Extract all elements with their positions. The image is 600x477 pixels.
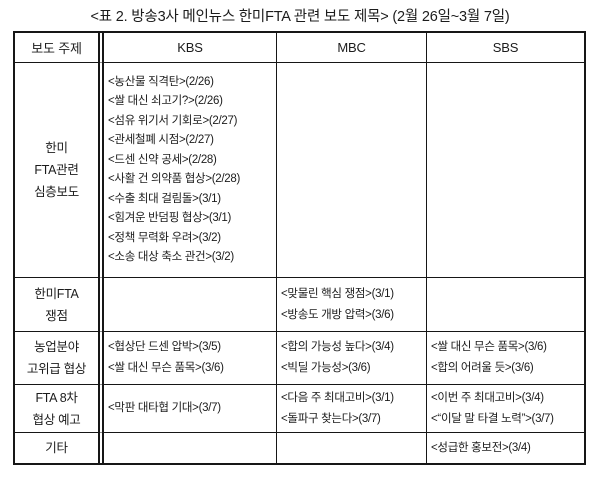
news-item: <빅딜 가능성>(3/6) (281, 362, 371, 374)
cell-mbc-etc-empty (277, 433, 427, 463)
news-item: <합의 어려울 듯>(3/6) (431, 362, 534, 374)
news-item: <다음 주 최대고비>(3/1) (281, 391, 394, 404)
cell-sbs-indepth-empty (427, 63, 584, 278)
row-label-etc: 기타 (15, 433, 104, 463)
col-header-sbs-label: SBS (492, 40, 519, 55)
news-item: <드센 신약 공세>(2/28) (108, 153, 217, 166)
row-label-line: 농업분야 (34, 340, 79, 354)
row-label-issues: 한미FTA 쟁점 (15, 278, 104, 332)
cell-sbs-8th-round: <이번 주 최대고비>(3/4) <“이달 말 타결 노력”>(3/7) (427, 385, 584, 433)
page-title: <표 2. 방송3사 메인뉴스 한미FTA 관련 보도 제목> (2월 26일~… (90, 9, 510, 25)
cell-sbs-issues-empty (427, 278, 584, 332)
cell-mbc-issues: <맞물린 핵심 쟁점>(3/1) <방송도 개방 압력>(3/6) (277, 278, 427, 332)
news-item: <이번 주 최대고비>(3/4) (431, 391, 544, 404)
news-item: <쌀 대신 무슨 품목>(3/6) (431, 341, 547, 353)
row-label-line: 협상 예고 (32, 412, 81, 427)
news-item: <힘겨운 반덤핑 협상>(3/1) (108, 212, 232, 224)
news-item: <합의 가능성 높다>(3/4) (281, 341, 394, 353)
cell-mbc-8th-round: <다음 주 최대고비>(3/1) <돌파구 찾는다>(3/7) (277, 385, 427, 433)
news-item: <농산물 직격탄>(2/26) (108, 75, 214, 88)
cell-kbs-issues-empty (104, 278, 277, 332)
cell-mbc-agriculture: <합의 가능성 높다>(3/4) <빅딜 가능성>(3/6) (277, 332, 427, 385)
row-label-8th-round: FTA 8차 협상 예고 (15, 385, 104, 433)
col-header-topic-label: 보도 주제 (31, 41, 82, 56)
news-item: <협상단 드센 압박>(3/5) (108, 341, 221, 353)
col-header-sbs: SBS (427, 33, 584, 63)
row-label-line: 한미 (45, 141, 68, 155)
cell-kbs-agriculture: <협상단 드센 압박>(3/5) <쌀 대신 무슨 품목>(3/6) (104, 332, 277, 385)
news-item: <사활 건 의약품 협상>(2/28) (108, 173, 240, 185)
row-label-line: 쟁점 (45, 308, 68, 323)
news-item: <소송 대상 축소 관건>(3/2) (108, 251, 234, 263)
news-item: <성급한 홍보전>(3/4) (431, 441, 531, 454)
col-header-kbs-label: KBS (177, 40, 203, 55)
news-item: <관세철폐 시점>(2/27) (108, 134, 214, 146)
row-label-line: 고위급 협상 (26, 362, 87, 376)
row-label-indepth: 한미 FTA관련 심층보도 (15, 63, 104, 278)
cell-sbs-agriculture: <쌀 대신 무슨 품목>(3/6) <합의 어려울 듯>(3/6) (427, 332, 584, 385)
report-table: 보도 주제 KBS MBC SBS 한미 FTA관련 심층보도 <농산물 직격탄… (13, 31, 586, 465)
news-item: <정책 무력화 우려>(3/2) (108, 231, 221, 244)
row-label-line: 기타 (45, 441, 68, 455)
news-item: <막판 대타협 기대>(3/7) (108, 402, 221, 414)
row-label-line: FTA관련 (34, 163, 79, 177)
cell-sbs-etc: <성급한 홍보전>(3/4) (427, 433, 584, 463)
cell-kbs-8th-round: <막판 대타협 기대>(3/7) (104, 385, 277, 433)
col-header-topic: 보도 주제 (15, 33, 104, 63)
news-item: <방송도 개방 압력>(3/6) (281, 308, 394, 321)
cell-mbc-indepth-empty (277, 63, 427, 278)
cell-kbs-etc-empty (104, 433, 277, 463)
row-label-agriculture: 농업분야 고위급 협상 (15, 332, 104, 385)
news-item: <“이달 말 타결 노력”>(3/7) (431, 412, 554, 425)
cell-kbs-indepth: <농산물 직격탄>(2/26) <쌀 대신 쇠고기?>(2/26) <섬유 위기… (104, 63, 277, 278)
news-item: <수출 최대 걸림돌>(3/1) (108, 192, 221, 205)
row-label-line: FTA 8차 (35, 390, 78, 405)
col-header-mbc-label: MBC (337, 40, 366, 55)
news-item: <쌀 대신 무슨 품목>(3/6) (108, 362, 224, 374)
news-item: <쌀 대신 쇠고기?>(2/26) (108, 95, 223, 107)
news-item: <섬유 위기서 기회로>(2/27) (108, 114, 238, 127)
col-header-mbc: MBC (277, 33, 427, 63)
row-label-line: 한미FTA (34, 286, 79, 301)
news-item: <돌파구 찾는다>(3/7) (281, 412, 381, 425)
news-item: <맞물린 핵심 쟁점>(3/1) (281, 287, 394, 300)
row-label-line: 심층보도 (34, 185, 79, 199)
col-header-kbs: KBS (104, 33, 277, 63)
